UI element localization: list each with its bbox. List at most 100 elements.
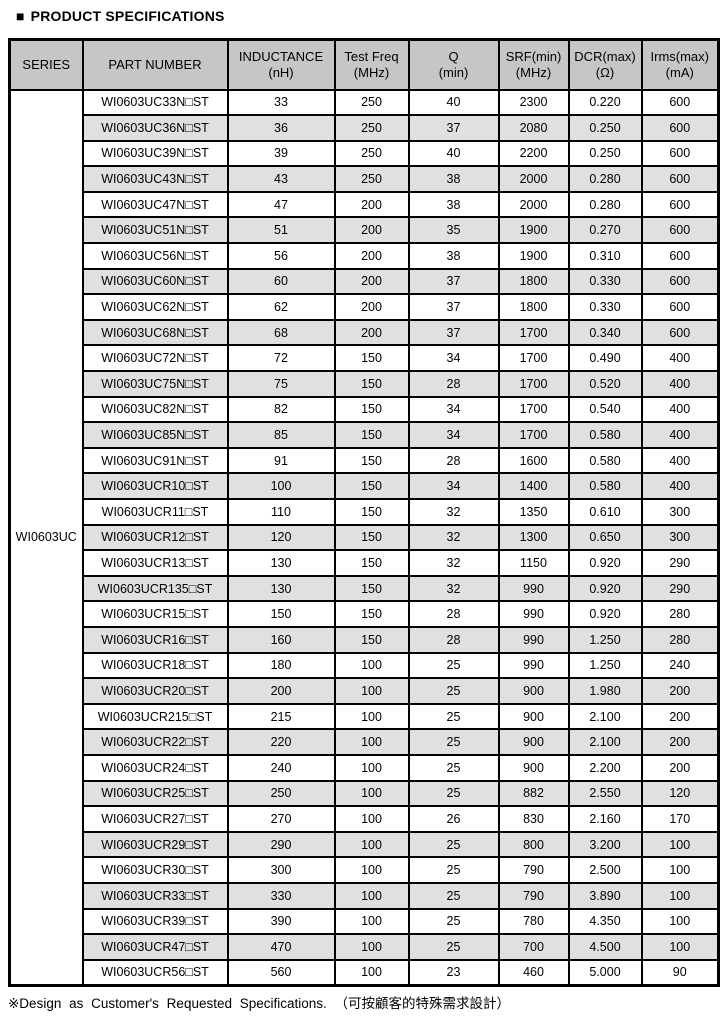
value-cell: 600 — [640, 318, 720, 347]
table-row: WI0603UC91N□ST 91 150 28 1600 0.580 400 — [10, 446, 720, 475]
part-number-cell: WI0603UCR18□ST — [81, 651, 229, 680]
value-cell: 100 — [640, 856, 720, 884]
value-cell: 2.160 — [567, 805, 643, 833]
value-cell: 130 — [226, 549, 336, 577]
value-cell: 32 — [407, 549, 500, 577]
part-number-cell: WI0603UC33N□ST — [81, 88, 229, 117]
value-cell: 1700 — [497, 421, 570, 449]
part-number-cell: WI0603UCR10□ST — [81, 472, 229, 500]
value-cell: 25 — [407, 856, 500, 884]
value-cell: 280 — [640, 625, 720, 654]
value-cell: 72 — [226, 344, 336, 373]
value-cell: 200 — [640, 677, 720, 705]
col-header-q: Q (min) — [407, 38, 500, 91]
table-row: WI0603UC62N□ST 62 200 37 1800 0.330 600 — [10, 293, 720, 321]
value-cell: 100 — [333, 651, 410, 680]
value-cell: 1300 — [497, 523, 570, 552]
value-cell: 882 — [497, 779, 570, 808]
value-cell: 25 — [407, 702, 500, 731]
value-cell: 100 — [640, 933, 720, 961]
value-cell: 100 — [640, 830, 720, 859]
value-cell: 600 — [640, 165, 720, 193]
value-cell: 130 — [226, 574, 336, 603]
value-cell: 120 — [640, 779, 720, 808]
value-cell: 100 — [333, 881, 410, 910]
part-number-cell: WI0603UCR135□ST — [81, 574, 229, 603]
col-header-unit: (mA) — [665, 64, 694, 80]
value-cell: 0.220 — [567, 88, 643, 117]
value-cell: 34 — [407, 395, 500, 424]
value-cell: 150 — [333, 395, 410, 424]
part-number-cell: WI0603UCR22□ST — [81, 728, 229, 756]
col-header-dcr: DCR(max) (Ω) — [567, 38, 643, 91]
value-cell: 100 — [333, 830, 410, 859]
table-row: WI0603UCR11□ST 110 150 32 1350 0.610 300 — [10, 498, 720, 526]
value-cell: 150 — [333, 421, 410, 449]
value-cell: 830 — [497, 805, 570, 833]
value-cell: 200 — [333, 267, 410, 296]
value-cell: 200 — [640, 702, 720, 731]
value-cell: 0.920 — [567, 574, 643, 603]
value-cell: 400 — [640, 446, 720, 475]
value-cell: 28 — [407, 600, 500, 628]
value-cell: 990 — [497, 625, 570, 654]
value-cell: 39 — [226, 139, 336, 168]
value-cell: 250 — [333, 139, 410, 168]
square-bullet-icon: ■ — [16, 8, 25, 24]
value-cell: 37 — [407, 293, 500, 321]
part-number-cell: WI0603UCR56□ST — [81, 958, 229, 987]
col-header-part-number: PART NUMBER — [81, 38, 229, 91]
value-cell: 0.920 — [567, 600, 643, 628]
value-cell: 1.980 — [567, 677, 643, 705]
value-cell: 85 — [226, 421, 336, 449]
value-cell: 28 — [407, 446, 500, 475]
value-cell: 160 — [226, 625, 336, 654]
part-number-cell: WI0603UCR20□ST — [81, 677, 229, 705]
value-cell: 400 — [640, 472, 720, 500]
table-row: WI0603UCR135□ST 130 150 32 990 0.920 290 — [10, 574, 720, 603]
value-cell: 1150 — [497, 549, 570, 577]
value-cell: 790 — [497, 881, 570, 910]
value-cell: 1.250 — [567, 651, 643, 680]
value-cell: 100 — [333, 677, 410, 705]
value-cell: 460 — [497, 958, 570, 987]
value-cell: 36 — [226, 114, 336, 142]
table-row: WI0603UCR20□ST 200 100 25 900 1.980 200 — [10, 677, 720, 705]
value-cell: 75 — [226, 370, 336, 398]
value-cell: 5.000 — [567, 958, 643, 987]
value-cell: 220 — [226, 728, 336, 756]
value-cell: 200 — [333, 318, 410, 347]
part-number-cell: WI0603UCR24□ST — [81, 753, 229, 782]
value-cell: 250 — [333, 88, 410, 117]
table-row: WI0603UC39N□ST 39 250 40 2200 0.250 600 — [10, 139, 720, 168]
table-row: WI0603UCR13□ST 130 150 32 1150 0.920 290 — [10, 549, 720, 577]
value-cell: 34 — [407, 472, 500, 500]
value-cell: 34 — [407, 421, 500, 449]
part-number-cell: WI0603UCR215□ST — [81, 702, 229, 731]
value-cell: 4.350 — [567, 907, 643, 936]
part-number-cell: WI0603UCR16□ST — [81, 625, 229, 654]
value-cell: 40 — [407, 88, 500, 117]
table-row: WI0603UCR12□ST 120 150 32 1300 0.650 300 — [10, 523, 720, 552]
value-cell: 600 — [640, 88, 720, 117]
value-cell: 200 — [226, 677, 336, 705]
value-cell: 43 — [226, 165, 336, 193]
part-number-cell: WI0603UCR30□ST — [81, 856, 229, 884]
part-number-cell: WI0603UC85N□ST — [81, 421, 229, 449]
col-header-label: SERIES — [22, 56, 71, 72]
value-cell: 25 — [407, 907, 500, 936]
value-cell: 0.540 — [567, 395, 643, 424]
table-row: WI0603UC56N□ST 56 200 38 1900 0.310 600 — [10, 242, 720, 270]
value-cell: 25 — [407, 677, 500, 705]
value-cell: 0.920 — [567, 549, 643, 577]
series-cell: WI0603UC — [8, 88, 84, 987]
value-cell: 990 — [497, 600, 570, 628]
table-row: WI0603UCR27□ST 270 100 26 830 2.160 170 — [10, 805, 720, 833]
table-row: WI0603UCR24□ST 240 100 25 900 2.200 200 — [10, 753, 720, 782]
table-row: WI0603UCR10□ST 100 150 34 1400 0.580 400 — [10, 472, 720, 500]
value-cell: 34 — [407, 344, 500, 373]
part-number-cell: WI0603UCR29□ST — [81, 830, 229, 859]
value-cell: 0.250 — [567, 114, 643, 142]
part-number-cell: WI0603UC43N□ST — [81, 165, 229, 193]
value-cell: 900 — [497, 728, 570, 756]
